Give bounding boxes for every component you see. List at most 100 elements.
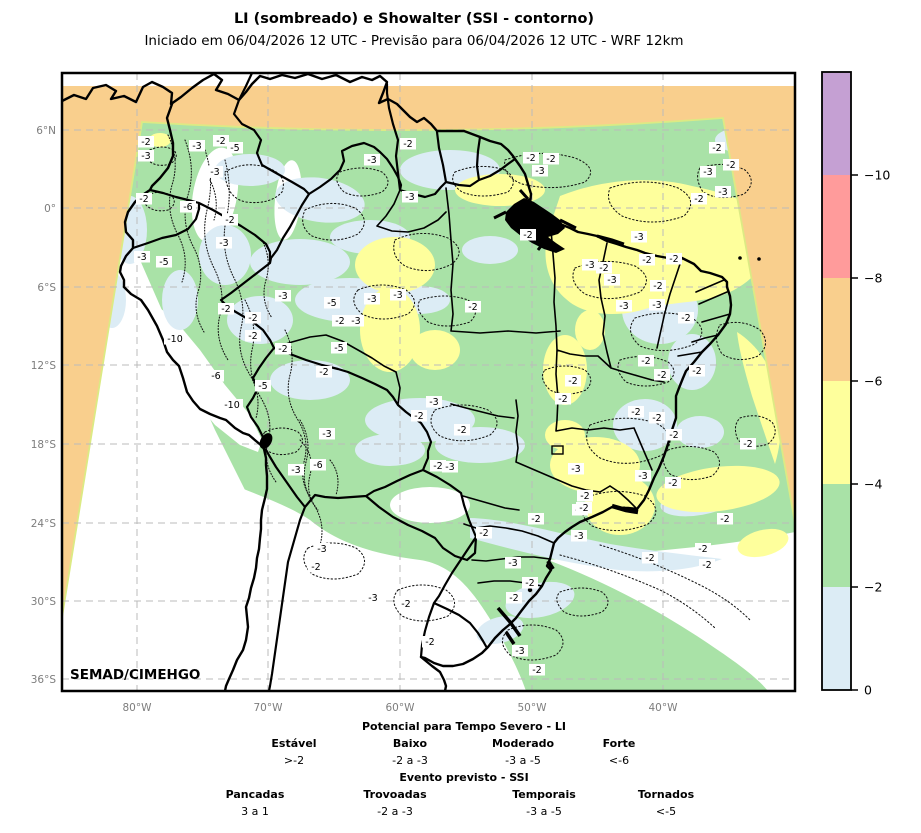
contour-label-box xyxy=(666,429,682,441)
contour-label: -3 xyxy=(367,155,376,166)
lat-gridlines xyxy=(62,129,795,680)
legend-ssi-category: Temporais xyxy=(512,788,576,801)
contour-label-box xyxy=(565,375,581,387)
contour-label: -2 xyxy=(221,304,230,315)
model-domain xyxy=(62,117,795,691)
contour-label: -2 xyxy=(669,430,678,441)
contour-label: -6 xyxy=(183,202,192,213)
contour-label: -2 xyxy=(692,366,701,377)
yellow-blob xyxy=(149,133,171,147)
lon-tick-label: 50°W xyxy=(518,702,548,714)
contour-label: -2 xyxy=(712,143,721,154)
watermark: SEMAD/CIMEHGO xyxy=(70,667,201,683)
contour-label: -3 xyxy=(703,167,712,178)
contour-label-box xyxy=(422,636,438,648)
contour-label-box xyxy=(631,231,647,243)
contour-label-box xyxy=(316,366,332,378)
lat-tick-label: 30°S xyxy=(31,596,57,608)
contour-label: -3 xyxy=(137,252,146,263)
contour-label-box xyxy=(164,333,186,345)
ssi-contour-east xyxy=(559,260,776,629)
contour-label: -2 xyxy=(743,439,752,450)
lat-tick-label: 18°S xyxy=(31,439,57,451)
contour-label-box xyxy=(529,664,545,676)
lagoa-dos-patos xyxy=(496,606,522,645)
contour-label: -3 xyxy=(634,232,643,243)
contour-label-box xyxy=(604,274,620,286)
legend-li-range: -2 a -3 xyxy=(392,754,428,767)
lat-tick-label: 36°S xyxy=(31,674,57,686)
contour-label: -2 xyxy=(669,254,678,265)
colorbar-segment xyxy=(822,587,851,690)
contour-label: -2 xyxy=(433,461,442,472)
legend-li-category: Forte xyxy=(602,737,636,750)
contour-label: -3 xyxy=(393,290,402,301)
contour-label-box xyxy=(275,290,291,302)
chart-subtitle: Iniciado em 06/04/2026 12 UTC - Previsão… xyxy=(144,33,684,49)
contour-label: -2 xyxy=(645,553,654,564)
contour-label: -2 xyxy=(720,514,729,525)
yellow-blob xyxy=(585,475,655,535)
contour-label: -2 xyxy=(278,344,287,355)
contour-label: -5 xyxy=(230,143,239,154)
contour-label-box xyxy=(221,399,243,411)
contour-label-box xyxy=(665,477,681,489)
colorbar-tick-label: −4 xyxy=(864,477,882,492)
contour-label: -3 xyxy=(192,141,201,152)
ssi-contour-andes xyxy=(167,134,339,546)
contour-label-box xyxy=(520,229,536,241)
yellow-blob xyxy=(410,330,460,370)
contour-label: -2 xyxy=(335,316,344,327)
yellow-blob xyxy=(360,288,420,372)
lon-tick-label: 80°W xyxy=(123,702,153,714)
contour-label-box xyxy=(654,369,670,381)
contour-label-box xyxy=(402,191,418,203)
contour-label-box xyxy=(678,312,694,324)
contour-label-box xyxy=(348,315,364,327)
contour-label: -2 xyxy=(526,153,535,164)
contour-label-box xyxy=(723,159,739,171)
contour-label: -2 xyxy=(652,413,661,424)
contour-label-box xyxy=(442,461,458,473)
contour-label: -3 xyxy=(535,166,544,177)
contour-label-box xyxy=(156,256,172,268)
coastline xyxy=(62,73,733,691)
contour-label-layer: -2-3-3 -2-5-3-2-6-2-3-3 -5-3-2-3-2 -2-3-2 -3… xyxy=(134,135,756,676)
legend-li-category: Moderado xyxy=(491,737,555,750)
contour-label: -2 xyxy=(216,136,225,147)
blue-blob xyxy=(470,518,722,572)
contour-label: -5 xyxy=(327,298,336,309)
yellow-blob xyxy=(545,420,585,450)
colorbar-segment xyxy=(822,381,851,484)
df-square xyxy=(551,445,564,455)
yellow-blob xyxy=(545,180,772,315)
contour-label: -5 xyxy=(334,343,343,354)
contour-label-box xyxy=(400,138,416,150)
yellow-blob xyxy=(656,465,780,513)
blue-blob xyxy=(162,270,198,330)
contour-label-box xyxy=(364,293,380,305)
yellow-blob xyxy=(575,310,605,350)
contour-label-box xyxy=(136,193,152,205)
colorbar-segment xyxy=(822,278,851,381)
contour-label: -3 xyxy=(445,462,454,473)
contour-label: -6 xyxy=(211,371,220,382)
contour-label-box xyxy=(180,201,196,213)
contour-label: -2 xyxy=(401,599,410,610)
contour-label-box xyxy=(522,577,538,589)
contour-label: -2 xyxy=(580,491,589,502)
contour-label: -3 xyxy=(210,167,219,178)
contour-label-box xyxy=(568,463,584,475)
colorbar-segment xyxy=(822,72,851,175)
contour-label-box xyxy=(577,490,593,502)
legend-li-range: >-2 xyxy=(283,754,305,767)
white-blob xyxy=(62,438,526,691)
country-borders xyxy=(131,73,517,691)
contour-label-box xyxy=(628,406,644,418)
coastal-dot xyxy=(527,587,533,593)
contour-label: -3 xyxy=(141,151,150,162)
contour-label-box xyxy=(310,459,326,471)
chart-title: LI (sombreado) e Showalter (SSI - contor… xyxy=(233,11,595,27)
